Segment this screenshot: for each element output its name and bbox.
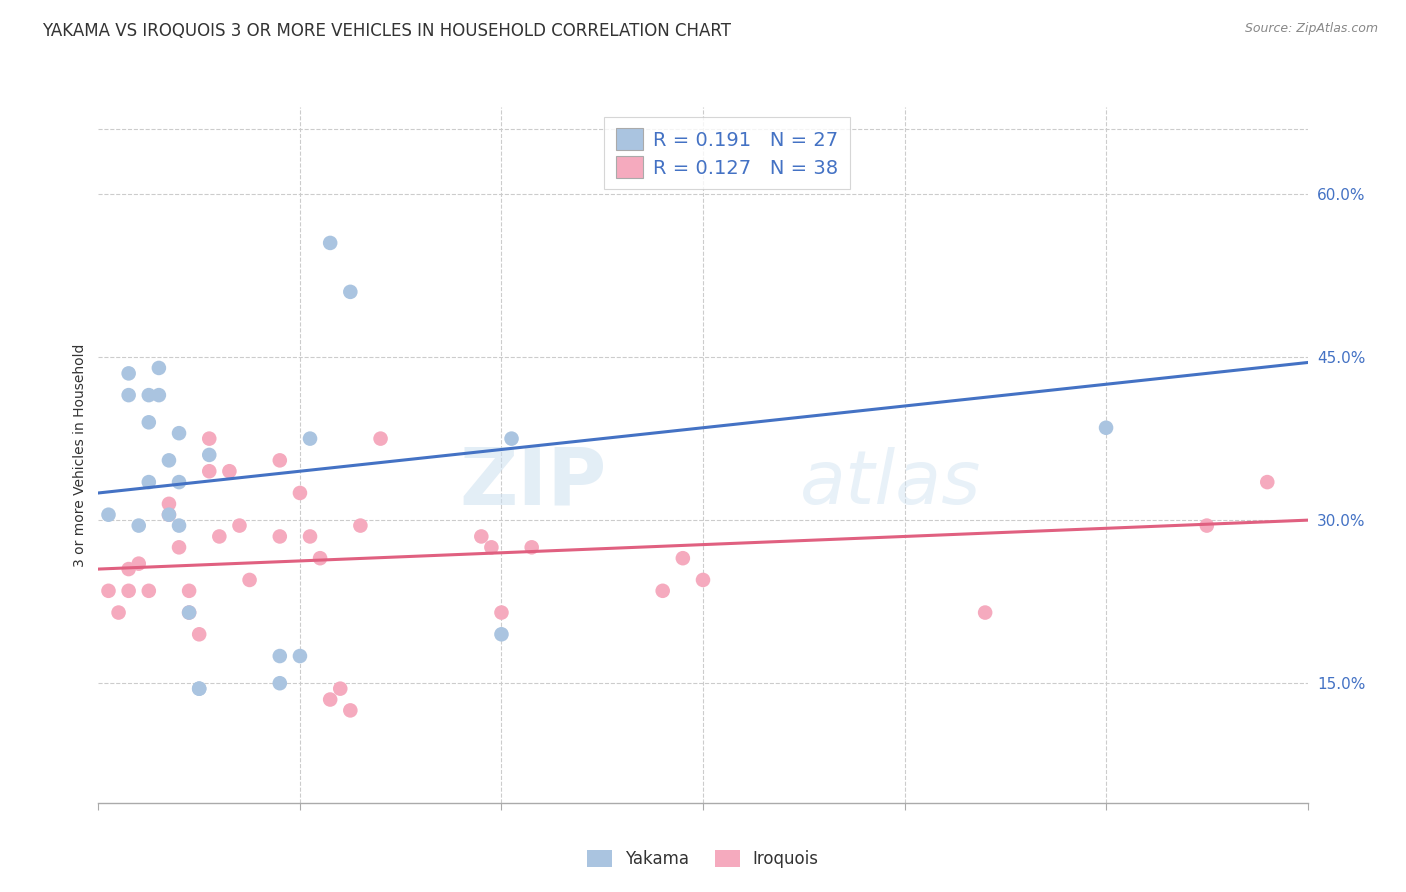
Point [148, 361, 170, 376]
Point [138, 388, 160, 402]
Point [188, 681, 211, 696]
Point [198, 464, 221, 478]
Point [177, 606, 201, 620]
Y-axis label: 3 or more Vehicles in Household: 3 or more Vehicles in Household [73, 343, 87, 566]
Point [239, 573, 262, 587]
Point [138, 583, 160, 598]
Point [167, 475, 190, 489]
Point [167, 426, 190, 441]
Point [167, 541, 190, 555]
Point [299, 432, 322, 446]
Point [128, 518, 150, 533]
Point [138, 415, 160, 429]
Point [309, 551, 332, 566]
Point [1095, 421, 1118, 435]
Text: atlas: atlas [800, 447, 981, 519]
Point [288, 486, 311, 500]
Point [974, 606, 997, 620]
Point [157, 453, 180, 467]
Point [319, 692, 342, 706]
Point [299, 529, 322, 543]
Text: ZIP: ZIP [458, 443, 606, 522]
Point [128, 557, 150, 571]
Point [97, 583, 120, 598]
Point [339, 703, 361, 717]
Point [118, 367, 141, 381]
Point [118, 388, 141, 402]
Point [148, 388, 170, 402]
Point [672, 551, 695, 566]
Point [157, 508, 180, 522]
Point [157, 497, 180, 511]
Point [288, 648, 311, 663]
Point [138, 475, 160, 489]
Point [269, 529, 291, 543]
Point [692, 573, 714, 587]
Point [1256, 475, 1278, 489]
Point [97, 508, 120, 522]
Point [188, 681, 211, 696]
Point [177, 606, 201, 620]
Point [198, 448, 221, 462]
Point [269, 676, 291, 690]
Point [491, 606, 513, 620]
Point [470, 529, 492, 543]
Point [167, 518, 190, 533]
Point [1195, 518, 1218, 533]
Point [269, 648, 291, 663]
Legend: R = 0.191   N = 27, R = 0.127   N = 38: R = 0.191 N = 27, R = 0.127 N = 38 [605, 117, 849, 189]
Point [481, 541, 503, 555]
Point [651, 583, 673, 598]
Point [349, 518, 371, 533]
Point [198, 432, 221, 446]
Point [269, 453, 291, 467]
Text: YAKAMA VS IROQUOIS 3 OR MORE VEHICLES IN HOUSEHOLD CORRELATION CHART: YAKAMA VS IROQUOIS 3 OR MORE VEHICLES IN… [42, 22, 731, 40]
Point [520, 541, 543, 555]
Point [157, 508, 180, 522]
Point [218, 464, 240, 478]
Point [107, 606, 129, 620]
Point [319, 235, 342, 250]
Point [118, 583, 141, 598]
Point [118, 562, 141, 576]
Point [491, 627, 513, 641]
Point [501, 432, 523, 446]
Point [228, 518, 250, 533]
Legend: Yakama, Iroquois: Yakama, Iroquois [581, 843, 825, 875]
Point [188, 627, 211, 641]
Point [208, 529, 231, 543]
Point [370, 432, 392, 446]
Text: Source: ZipAtlas.com: Source: ZipAtlas.com [1244, 22, 1378, 36]
Point [339, 285, 361, 299]
Point [177, 583, 201, 598]
Point [329, 681, 352, 696]
